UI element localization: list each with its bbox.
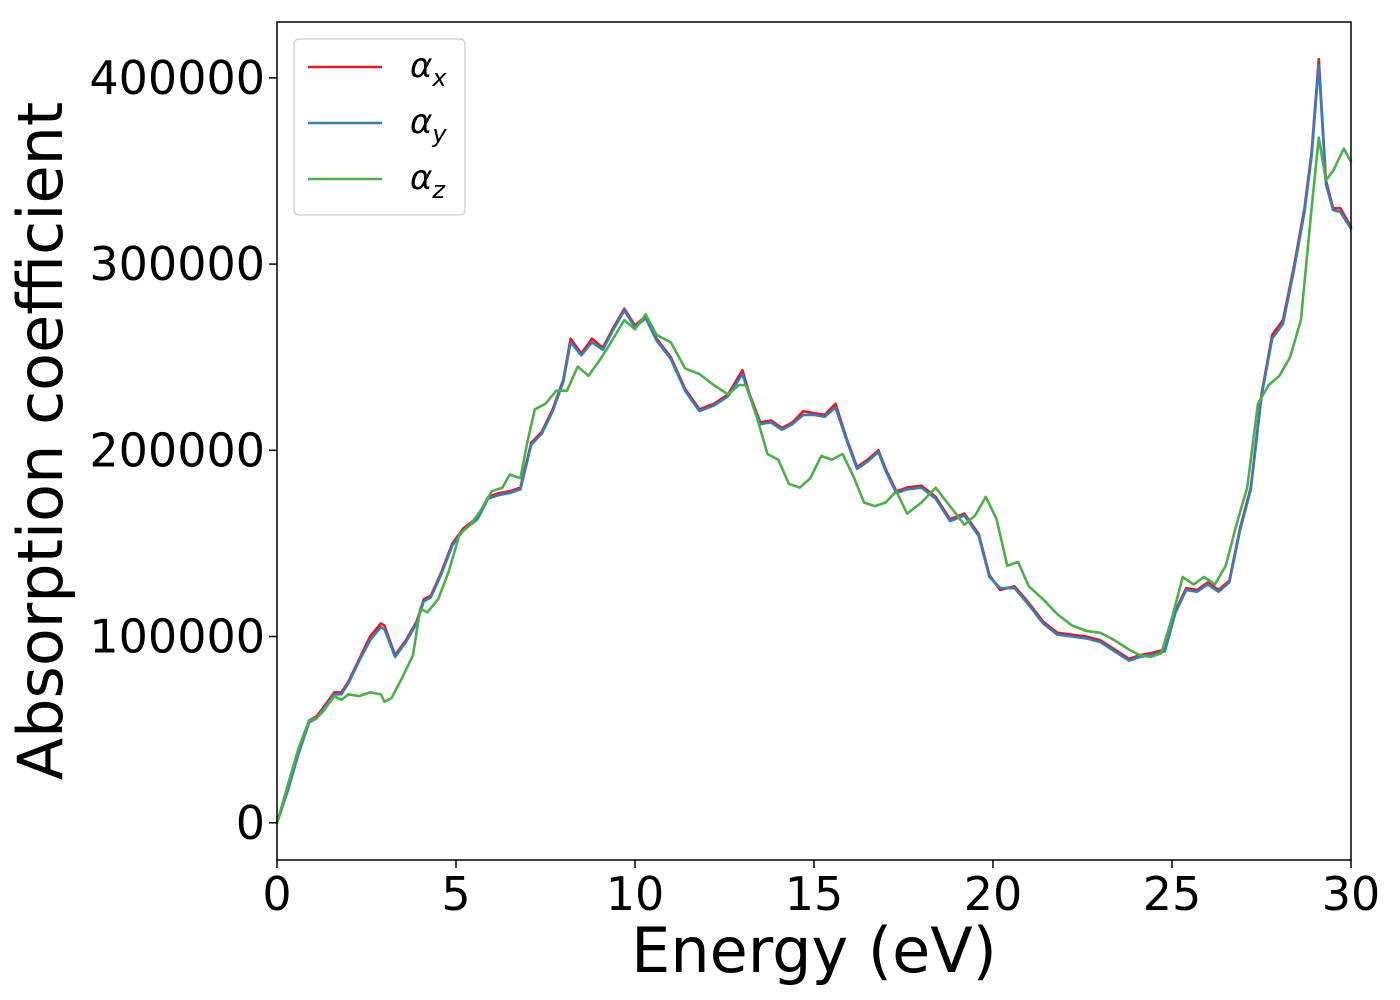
y-tick-label: 100000	[89, 610, 265, 664]
x-tick-label: 0	[262, 867, 291, 921]
y-tick-label: 300000	[89, 237, 265, 291]
y-tick-label: 200000	[89, 423, 265, 477]
legend-box	[293, 38, 466, 216]
x-tick-label: 20	[964, 867, 1023, 921]
x-axis: 0 5 10 15 20 25 30	[262, 860, 1380, 921]
x-tick-label: 5	[441, 867, 470, 921]
legend-label-x: αx	[410, 46, 447, 92]
legend: αx αy αz	[293, 38, 466, 216]
y-tick-label: 0	[236, 796, 265, 850]
x-axis-label: Energy (eV)	[631, 914, 997, 987]
y-axis: 0 100000 200000 300000 400000	[89, 51, 277, 850]
x-tick-label: 10	[606, 867, 665, 921]
x-tick-label: 25	[1143, 867, 1202, 921]
x-tick-label: 15	[785, 867, 844, 921]
legend-label-y: αy	[410, 102, 447, 148]
legend-label-z: αz	[410, 158, 446, 204]
series-line-z	[275, 136, 1353, 825]
series-layer	[275, 57, 1353, 825]
y-axis-label: Absorption coefficient	[4, 102, 77, 781]
x-tick-label: 30	[1322, 867, 1381, 921]
y-tick-label: 400000	[89, 51, 265, 105]
